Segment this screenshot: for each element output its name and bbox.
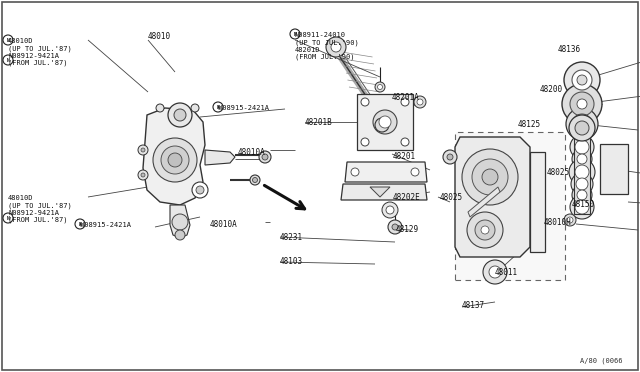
Polygon shape xyxy=(468,187,500,217)
Circle shape xyxy=(577,75,587,85)
Circle shape xyxy=(192,182,208,198)
Polygon shape xyxy=(345,162,427,182)
Text: 48150: 48150 xyxy=(572,200,595,209)
Circle shape xyxy=(168,153,182,167)
Text: 48025: 48025 xyxy=(440,193,463,202)
Text: 48010: 48010 xyxy=(148,32,171,41)
Circle shape xyxy=(161,146,189,174)
Polygon shape xyxy=(357,94,413,150)
Text: W: W xyxy=(216,105,220,109)
Text: W08915-2421A: W08915-2421A xyxy=(218,105,269,111)
Text: A/80 (0066: A/80 (0066 xyxy=(580,357,623,364)
Circle shape xyxy=(411,168,419,176)
Circle shape xyxy=(577,99,587,109)
Circle shape xyxy=(290,29,300,39)
Polygon shape xyxy=(341,184,427,200)
Text: 48010A: 48010A xyxy=(210,220,237,229)
Polygon shape xyxy=(574,137,590,214)
Polygon shape xyxy=(143,108,205,205)
Circle shape xyxy=(375,82,385,92)
Text: W: W xyxy=(79,221,81,227)
Circle shape xyxy=(138,170,148,180)
Circle shape xyxy=(472,159,508,195)
Circle shape xyxy=(175,230,185,240)
Circle shape xyxy=(141,173,145,177)
Text: W08915-2421A: W08915-2421A xyxy=(80,222,131,228)
Circle shape xyxy=(3,35,13,45)
Circle shape xyxy=(570,92,594,116)
Circle shape xyxy=(462,149,518,205)
Circle shape xyxy=(482,169,498,185)
Text: N: N xyxy=(6,38,10,42)
Circle shape xyxy=(572,185,592,205)
Circle shape xyxy=(138,145,148,155)
Circle shape xyxy=(401,138,409,146)
Polygon shape xyxy=(530,152,545,252)
Text: 48129: 48129 xyxy=(396,225,419,234)
Circle shape xyxy=(576,178,588,190)
Circle shape xyxy=(467,212,503,248)
Circle shape xyxy=(577,190,587,200)
Circle shape xyxy=(577,154,587,164)
Bar xyxy=(455,132,565,280)
Text: 48201: 48201 xyxy=(393,152,416,161)
Circle shape xyxy=(373,110,397,134)
Circle shape xyxy=(3,213,13,223)
Circle shape xyxy=(414,96,426,108)
Circle shape xyxy=(168,103,192,127)
Circle shape xyxy=(571,173,593,195)
Polygon shape xyxy=(170,205,190,238)
Text: 48200: 48200 xyxy=(540,85,563,94)
Text: 48137: 48137 xyxy=(462,301,485,310)
Circle shape xyxy=(174,109,186,121)
Circle shape xyxy=(331,42,341,52)
Text: 48125: 48125 xyxy=(518,120,541,129)
Circle shape xyxy=(447,154,453,160)
Circle shape xyxy=(191,104,199,112)
Circle shape xyxy=(392,224,398,230)
Bar xyxy=(600,144,628,194)
Text: N: N xyxy=(6,215,10,221)
Circle shape xyxy=(401,98,409,106)
Text: N08911-24010
(UP TO JUL.'90)
48201D
(FROM JUL.'90): N08911-24010 (UP TO JUL.'90) 48201D (FRO… xyxy=(295,32,359,60)
Circle shape xyxy=(379,116,391,128)
Circle shape xyxy=(386,206,394,214)
Circle shape xyxy=(262,154,268,160)
Circle shape xyxy=(564,62,600,98)
Text: 48103: 48103 xyxy=(280,257,303,266)
Circle shape xyxy=(361,138,369,146)
Circle shape xyxy=(575,200,589,214)
Circle shape xyxy=(489,266,501,278)
Text: 48201B: 48201B xyxy=(305,118,333,127)
Text: 48010A: 48010A xyxy=(238,148,266,157)
Text: 48010H: 48010H xyxy=(544,218,572,227)
Circle shape xyxy=(572,114,592,134)
Circle shape xyxy=(569,115,595,141)
Circle shape xyxy=(141,148,145,152)
Circle shape xyxy=(443,150,457,164)
Circle shape xyxy=(253,177,257,183)
Text: 48025: 48025 xyxy=(547,168,570,177)
Circle shape xyxy=(566,108,598,140)
Text: N: N xyxy=(294,32,296,36)
Circle shape xyxy=(417,99,423,105)
Text: N: N xyxy=(6,58,10,62)
Circle shape xyxy=(475,220,495,240)
Circle shape xyxy=(483,260,507,284)
Text: 48136: 48136 xyxy=(558,45,581,54)
Circle shape xyxy=(572,70,592,90)
Circle shape xyxy=(172,214,188,230)
Circle shape xyxy=(326,37,346,57)
Polygon shape xyxy=(455,137,530,257)
Circle shape xyxy=(375,118,389,132)
Circle shape xyxy=(351,168,359,176)
Circle shape xyxy=(575,165,589,179)
Circle shape xyxy=(196,186,204,194)
Polygon shape xyxy=(370,187,390,197)
Circle shape xyxy=(3,55,13,65)
Text: 48202E: 48202E xyxy=(393,193,420,202)
Text: 48231: 48231 xyxy=(280,233,303,242)
Circle shape xyxy=(567,217,573,223)
Circle shape xyxy=(75,219,85,229)
Circle shape xyxy=(570,135,594,159)
